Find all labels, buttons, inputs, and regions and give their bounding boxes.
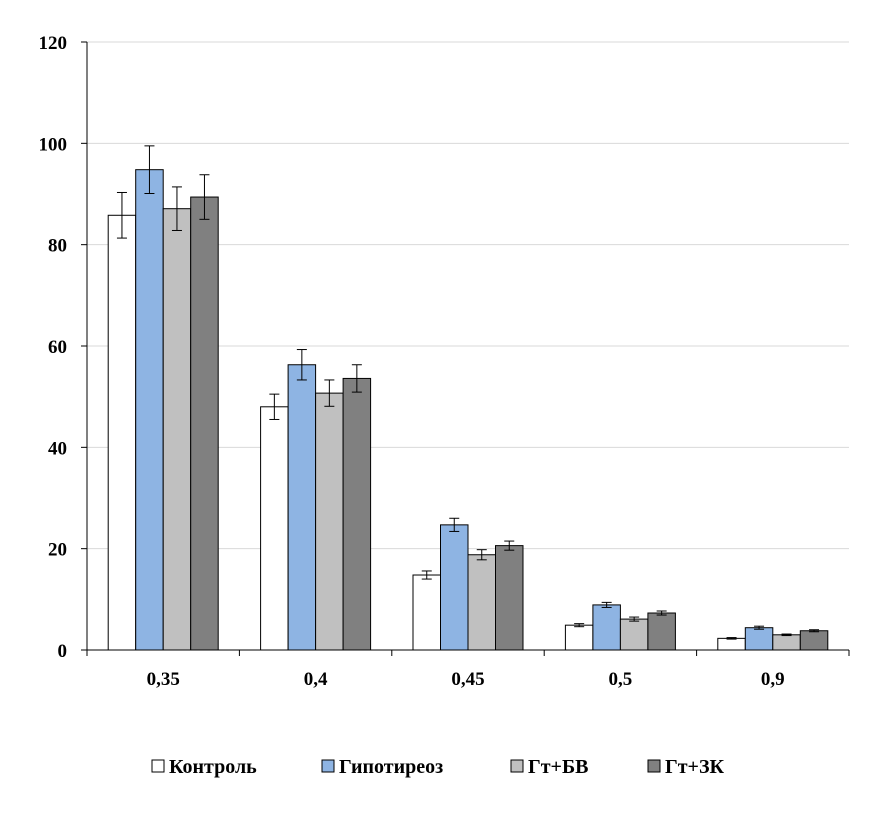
y-tick-label: 120	[39, 33, 68, 54]
y-tick-label: 0	[58, 641, 68, 662]
legend-label: Контроль	[169, 756, 257, 778]
bar	[495, 545, 524, 651]
legend-swatch	[321, 759, 335, 773]
legend-label: Гипотиреоз	[339, 756, 443, 778]
x-tick-label: 0,5	[609, 669, 633, 690]
y-tick-label: 80	[48, 236, 67, 257]
bar	[190, 196, 219, 651]
bar	[260, 406, 289, 651]
x-tick-label: 0,35	[147, 669, 180, 690]
y-tick-label: 100	[39, 134, 68, 155]
legend-swatch	[151, 759, 165, 773]
bar	[342, 377, 372, 651]
bar	[412, 574, 441, 651]
legend-label: Гт+ЗК	[665, 756, 725, 778]
bar	[162, 208, 192, 651]
bar	[619, 618, 649, 651]
legend-swatch	[647, 759, 661, 773]
bar	[315, 392, 344, 651]
bar	[744, 627, 774, 651]
bar	[564, 624, 594, 651]
bars	[107, 145, 829, 651]
bar	[107, 214, 137, 651]
bar	[467, 554, 496, 651]
y-tick-label: 20	[48, 540, 67, 561]
x-tick-label: 0,9	[761, 669, 785, 690]
legend-item: Гт+ЗК	[647, 756, 725, 778]
legend-item: Гипотиреоз	[321, 756, 443, 778]
bar	[135, 169, 164, 651]
bar	[799, 630, 829, 651]
y-tick-label: 40	[48, 438, 67, 459]
legend: Контроль Гипотиреоз Гт+БВ Гт+ЗК	[151, 756, 725, 778]
y-tick-label: 60	[48, 337, 67, 358]
legend-item: Контроль	[151, 756, 257, 778]
x-tick-label: 0,45	[451, 669, 484, 690]
legend-swatch	[510, 759, 524, 773]
x-tick-label: 0,4	[304, 669, 328, 690]
bar	[440, 524, 469, 651]
tick-labels: 0 20 40 60 80 100 120 0,35 0,4 0,45 0,5 0,9	[39, 33, 785, 690]
bar	[717, 637, 746, 651]
bar	[287, 364, 317, 651]
bar	[647, 612, 676, 651]
legend-item: Гт+БВ	[510, 756, 589, 778]
bar	[772, 634, 801, 651]
bar	[592, 604, 621, 651]
axes	[81, 41, 850, 656]
legend-label: Гт+БВ	[528, 756, 589, 778]
